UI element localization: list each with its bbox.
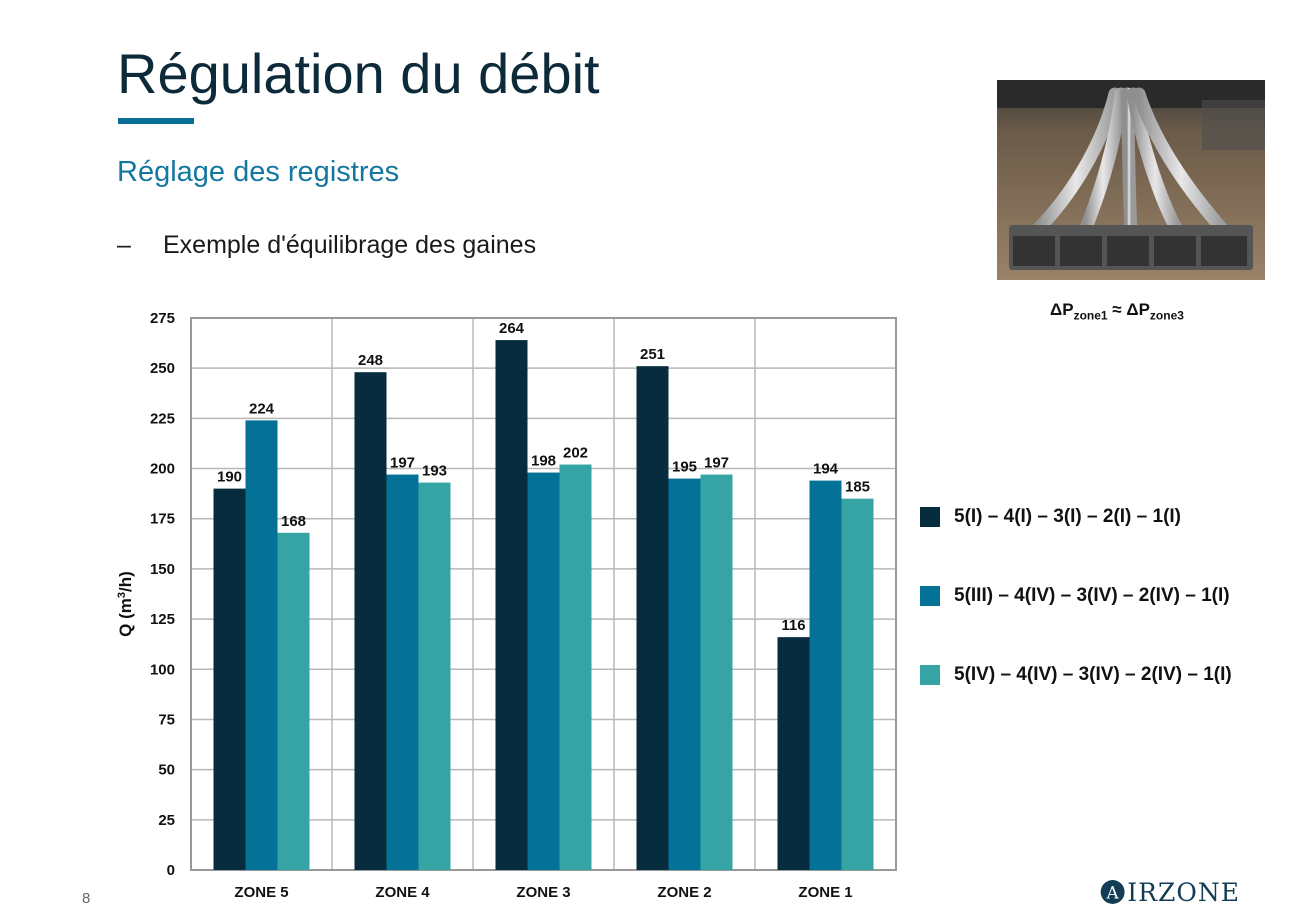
pressure-approx: ≈ ΔP: [1107, 300, 1150, 319]
pressure-subscript-1: zone1: [1073, 308, 1108, 323]
data-label: 194: [813, 461, 839, 478]
legend-item: 5(IV) – 4(IV) – 3(IV) – 2(IV) – 1(I): [920, 658, 1300, 692]
legend-swatch: [920, 507, 940, 527]
y-tick-label: 275: [150, 310, 175, 327]
y-tick-label: 25: [158, 812, 175, 829]
slide-subtitle: Réglage des registres: [117, 156, 400, 188]
pressure-symbol: ΔP: [1050, 300, 1074, 319]
bar: [668, 478, 701, 870]
logo-initial: A: [1106, 882, 1120, 902]
page-number: 8: [82, 890, 91, 907]
x-tick-label: ZONE 5: [234, 884, 288, 901]
data-label: 195: [672, 459, 697, 476]
bullet-dash: –: [117, 231, 131, 259]
y-tick-label: 200: [150, 461, 175, 478]
data-label: 197: [390, 455, 415, 472]
pressure-note: ΔPzone1 ≈ ΔPzone3: [1050, 300, 1184, 322]
bar: [245, 420, 278, 870]
bar: [386, 474, 419, 870]
legend-swatch: [920, 665, 940, 685]
y-tick-label: 175: [150, 511, 175, 528]
bar: [841, 498, 874, 870]
bar: [559, 464, 592, 870]
legend-label: 5(I) – 4(I) – 3(I) – 2(I) – 1(I): [954, 506, 1181, 527]
y-tick-label: 125: [150, 611, 175, 628]
chart-legend: 5(I) – 4(I) – 3(I) – 2(I) – 1(I) 5(III) –…: [920, 500, 1300, 737]
slide-title: Régulation du débit: [117, 42, 600, 105]
legend-label: 5(III) – 4(IV) – 3(IV) – 2(IV) – 1(I): [954, 585, 1230, 606]
data-label: 251: [640, 346, 665, 363]
x-tick-label: ZONE 3: [516, 884, 570, 901]
y-tick-label: 250: [150, 360, 175, 377]
y-tick-label: 225: [150, 410, 175, 427]
legend-swatch: [920, 586, 940, 606]
data-label: 264: [499, 320, 525, 337]
bar: [277, 532, 310, 870]
data-label: 197: [704, 455, 729, 472]
data-label: 198: [531, 453, 556, 470]
airzone-logo: A IRZONE: [1100, 872, 1240, 912]
y-axis-label: Q (m3/h): [116, 571, 135, 637]
bar: [777, 637, 810, 870]
y-tick-label: 150: [150, 561, 175, 578]
duct-system-photo: [997, 80, 1265, 280]
x-tick-label: ZONE 4: [375, 884, 430, 901]
bar: [700, 474, 733, 870]
y-tick-label: 75: [158, 711, 175, 728]
legend-item: 5(I) – 4(I) – 3(I) – 2(I) – 1(I): [920, 500, 1300, 534]
y-tick-label: 100: [150, 661, 175, 678]
data-label: 168: [281, 513, 306, 530]
pressure-subscript-2: zone3: [1149, 308, 1184, 323]
y-tick-label: 50: [158, 762, 175, 779]
data-label: 116: [781, 617, 805, 634]
title-underline: [118, 118, 194, 124]
bar: [636, 366, 669, 870]
bar: [418, 482, 451, 870]
bar: [527, 472, 560, 870]
bar: [354, 372, 387, 870]
x-tick-label: ZONE 1: [798, 884, 852, 901]
airzone-logo-icon: A: [1100, 880, 1125, 904]
legend-label: 5(IV) – 4(IV) – 3(IV) – 2(IV) – 1(I): [954, 664, 1232, 685]
x-tick-label: ZONE 2: [657, 884, 711, 901]
data-label: 190: [217, 469, 242, 486]
data-label: 248: [358, 352, 383, 369]
bar: [809, 480, 842, 870]
bullet-item: – Exemple d'équilibrage des gaines: [117, 231, 536, 260]
data-label: 224: [249, 400, 275, 417]
data-label: 202: [563, 445, 588, 462]
data-label: 193: [422, 463, 447, 480]
bar: [495, 340, 528, 871]
logo-text: IRZONE: [1127, 877, 1240, 907]
data-label: 185: [845, 479, 870, 496]
legend-item: 5(III) – 4(IV) – 3(IV) – 2(IV) – 1(I): [920, 579, 1300, 613]
y-tick-label: 0: [167, 862, 175, 879]
bullet-text: Exemple d'équilibrage des gaines: [163, 231, 537, 259]
bar: [213, 488, 246, 870]
